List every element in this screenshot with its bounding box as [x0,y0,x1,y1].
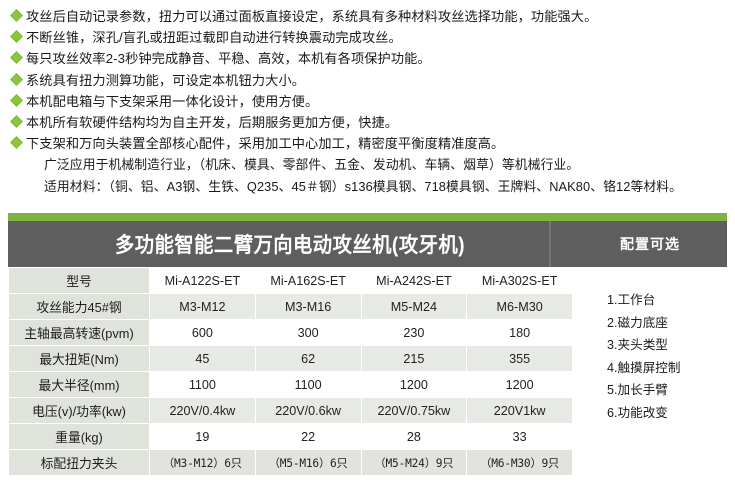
table-cell: M6-M30 [466,293,573,320]
row-label: 最大扭矩(Nm) [8,345,150,372]
row-label: 主轴最高转速(pvm) [8,319,150,346]
table-cell: （M5-M24）9只 [360,449,468,476]
feature-text: 攻丝后自动记录参数，扭力可以通过面板直接设定，系统具有多种材料攻丝选择功能，功能… [26,9,598,24]
table-row: 型号 Mi-A122S-ET Mi-A162S-ET Mi-A242S-ET Mi-A3… [8,267,573,294]
optional-config-panel: 1.工作台 2.磁力底座 3.夹头类型 4.触摸屏控制 5.加长手臂 6.功能改变 [573,267,727,476]
table-cell: （M5-M16）6只 [254,449,362,476]
table-cell: 600 [149,319,256,346]
table-row: 攻丝能力45#钢 M3-M12 M3-M16 M5-M24 M6-M30 [8,293,573,320]
table-cell: 220V/0.75kw [360,397,468,424]
diamond-bullet-icon [10,115,23,128]
table-row: 最大半径(mm) 1100 1100 1200 1200 [8,371,573,398]
option-item: 6.功能改变 [607,405,668,420]
feature-note: 广泛应用于机械制造行业，（机床、模具、零部件、五金、发动机、车辆、烟草）等机械行… [10,154,725,175]
table-cell: M3-M16 [254,293,362,320]
table-row: 主轴最高转速(pvm) 600 300 230 180 [8,319,573,346]
table-cell: 1200 [360,371,468,398]
table-cell: 33 [466,423,573,450]
row-label: 最大半径(mm) [8,371,150,398]
table-cell: 300 [254,319,362,346]
table-cell: 1100 [149,371,256,398]
feature-item: 每只攻丝效率2-3秒钟完成静音、平稳、高效，本机有各项保护功能。 [10,48,725,69]
table-cell: 220V/0.4kw [149,397,256,424]
table-cell: 220V1kw [466,397,573,424]
feature-note: 适用材料：（铜、铝、A3钢、生铁、Q235、45＃钢）s136模具钢、718模具… [10,176,725,197]
feature-text: 不断丝锥，深孔/盲孔或扭距过载即自动进行转换震动完成攻丝。 [26,30,402,46]
feature-item: 系统具有扭力测算功能，可设定本机钮力大小。 [10,70,725,91]
table-row: 标配扭力夹头 （M3-M12）6只 （M5-M16）6只 （M5-M24）9只 （M6-… [8,449,573,476]
table-cell: （M6-M30）9只 [466,449,573,476]
diamond-bullet-icon [10,30,23,44]
table-cell: 230 [360,319,468,346]
feature-item: 本机配电箱与下支架采用一体化设计，使用方便。 [10,91,725,112]
diamond-bullet-icon [10,51,23,65]
optional-config-list: 1.工作台 2.磁力底座 3.夹头类型 4.触摸屏控制 5.加长手臂 6.功能改变 [573,289,727,424]
table-cell: 1100 [254,371,362,398]
table-cell: M3-M12 [149,293,256,320]
product-banner: 多功能智能二臂万向电动攻丝机(攻牙机) 配置可选 [8,221,727,267]
feature-note-text: 广泛应用于机械制造行业，（机床、模具、零部件、五金、发动机、车辆、烟草）等机械行… [44,157,580,173]
feature-item: 下支架和万向头装置全部核心配件，采用加工中心加工，精密度平衡度精准度高。 [10,133,725,154]
option-item: 2.磁力底座 [607,315,668,330]
table-cell: 355 [466,345,573,372]
feature-item: 不断丝锥，深孔/盲孔或扭距过载即自动进行转换震动完成攻丝。 [10,27,725,48]
table-cell: Mi-A302S-ET [466,267,573,294]
option-item: 3.夹头类型 [607,338,668,352]
row-label: 攻丝能力45#钢 [8,293,150,320]
diamond-bullet-icon [10,136,23,150]
table-cell: Mi-A242S-ET [360,267,468,294]
table-cell: 62 [254,345,362,372]
product-title: 多功能智能二臂万向电动攻丝机(攻牙机) [31,221,551,267]
diamond-bullet-icon [10,9,23,22]
diamond-bullet-icon [10,93,23,107]
table-cell: M5-M24 [360,293,468,320]
feature-item: 攻丝后自动记录参数，扭力可以通过面板直接设定，系统具有多种材料攻丝选择功能，功能… [10,6,725,27]
option-item: 1.工作台 [607,293,656,307]
table-cell: Mi-A122S-ET [149,267,256,294]
table-cell: 1200 [466,371,573,398]
row-label: 标配扭力夹头 [8,449,150,476]
table-cell: 28 [360,423,468,450]
feature-text: 每只攻丝效率2-3秒钟完成静音、平稳、高效，本机有各项保护功能。 [26,51,431,67]
table-cell: 45 [149,345,256,372]
table-cell: 22 [254,423,362,450]
row-label: 型号 [8,267,150,294]
feature-item: 本机所有软硬件结构均为自主开发，后期服务更加方便，快捷。 [10,112,725,133]
row-label: 电压(v)/功率(kw) [8,397,150,424]
features-section: 攻丝后自动记录参数，扭力可以通过面板直接设定，系统具有多种材料攻丝选择功能，功能… [0,0,735,197]
table-cell: 19 [149,423,256,450]
specification-table: 型号 Mi-A122S-ET Mi-A162S-ET Mi-A242S-ET Mi-A3… [8,267,573,476]
diamond-bullet-icon [10,72,23,86]
row-label: 重量(kg) [8,423,150,450]
table-row: 最大扭矩(Nm) 45 62 215 355 [8,345,573,372]
option-item: 4.触摸屏控制 [607,360,681,375]
table-cell: 220V/0.6kw [254,397,362,424]
table-cell: Mi-A162S-ET [254,267,362,294]
green-accent-bar [8,213,727,221]
table-area: 型号 Mi-A122S-ET Mi-A162S-ET Mi-A242S-ET Mi-A3… [8,267,727,476]
table-cell: 215 [360,345,468,372]
feature-text: 系统具有扭力测算功能，可设定本机钮力大小。 [26,72,306,88]
table-row: 重量(kg) 19 22 28 33 [8,423,573,450]
feature-text: 本机配电箱与下支架采用一体化设计，使用方便。 [26,93,319,109]
option-item: 5.加长手臂 [607,383,668,397]
table-cell: （M3-M12）6只 [149,449,256,476]
specification-block: 多功能智能二臂万向电动攻丝机(攻牙机) 配置可选 型号 Mi-A122S-ET Mi… [8,213,727,476]
optional-config-header: 配置可选 [620,236,680,252]
feature-text: 下支架和万向头装置全部核心配件，采用加工中心加工，精密度平衡度精准度高。 [26,136,505,152]
table-cell: 180 [466,319,573,346]
feature-note-text: 适用材料：（铜、铝、A3钢、生铁、Q235、45＃钢）s136模具钢、718模具… [44,178,683,194]
feature-text: 本机所有软硬件结构均为自主开发，后期服务更加方便，快捷。 [26,115,399,131]
table-row: 电压(v)/功率(kw) 220V/0.4kw 220V/0.6kw 220V/0.7… [8,397,573,424]
